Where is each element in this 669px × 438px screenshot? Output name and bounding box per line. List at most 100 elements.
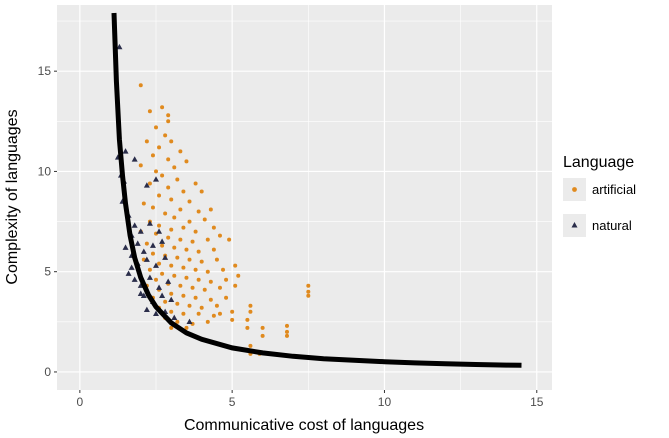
point-natural bbox=[159, 238, 166, 244]
point-artificial bbox=[260, 325, 265, 330]
point-artificial bbox=[284, 323, 289, 328]
point-natural bbox=[153, 176, 159, 182]
point-natural bbox=[137, 290, 144, 296]
legend-key-natural bbox=[571, 222, 578, 228]
point-artificial bbox=[169, 197, 174, 202]
point-artificial bbox=[172, 215, 177, 220]
point-artificial bbox=[205, 319, 210, 324]
point-natural bbox=[125, 270, 132, 276]
point-natural bbox=[149, 242, 156, 248]
point-natural bbox=[140, 292, 147, 298]
point-artificial bbox=[178, 207, 183, 212]
point-artificial bbox=[157, 261, 162, 266]
point-artificial bbox=[138, 83, 143, 88]
point-artificial bbox=[154, 277, 158, 282]
point-artificial bbox=[230, 317, 235, 322]
point-artificial bbox=[248, 309, 253, 314]
point-natural bbox=[116, 43, 123, 50]
point-artificial bbox=[208, 297, 213, 302]
point-artificial bbox=[248, 343, 253, 348]
point-natural bbox=[134, 240, 141, 246]
point-artificial bbox=[208, 279, 213, 284]
point-artificial bbox=[184, 275, 189, 280]
point-artificial bbox=[172, 245, 177, 250]
legend: Language artificial natural bbox=[563, 154, 636, 237]
point-artificial bbox=[184, 159, 189, 164]
point-artificial bbox=[187, 257, 192, 262]
point-artificial bbox=[150, 205, 155, 210]
point-artificial bbox=[233, 283, 238, 288]
artificial-points bbox=[138, 83, 311, 356]
x-axis-title: Communicative cost of languages bbox=[184, 417, 424, 434]
point-artificial bbox=[175, 301, 180, 306]
point-artificial bbox=[169, 309, 174, 314]
point-natural bbox=[122, 148, 129, 154]
point-artificial bbox=[193, 229, 198, 234]
point-artificial bbox=[196, 209, 201, 214]
x-tick-label: 15 bbox=[530, 395, 544, 409]
point-artificial bbox=[224, 295, 229, 300]
natural-points bbox=[114, 43, 193, 325]
point-artificial bbox=[199, 189, 204, 194]
point-artificial bbox=[181, 293, 186, 298]
x-tick-label: 10 bbox=[378, 395, 392, 409]
point-natural bbox=[156, 228, 163, 234]
point-natural bbox=[146, 274, 153, 280]
major-gridlines bbox=[57, 5, 552, 390]
point-artificial bbox=[190, 285, 195, 290]
y-axis: 0 5 10 15 bbox=[38, 64, 57, 379]
point-artificial bbox=[157, 145, 162, 150]
point-artificial bbox=[306, 293, 311, 298]
point-artificial bbox=[211, 247, 216, 252]
point-artificial bbox=[147, 181, 152, 186]
point-artificial bbox=[184, 247, 189, 252]
point-artificial bbox=[193, 267, 198, 272]
point-artificial bbox=[144, 139, 149, 144]
point-artificial bbox=[175, 255, 180, 260]
point-artificial bbox=[217, 311, 222, 316]
point-artificial bbox=[248, 303, 253, 308]
point-artificial bbox=[160, 105, 165, 110]
point-artificial bbox=[175, 177, 180, 182]
point-artificial bbox=[221, 267, 226, 272]
point-artificial bbox=[178, 283, 183, 288]
point-natural bbox=[186, 318, 193, 325]
point-artificial bbox=[211, 225, 216, 230]
point-artificial bbox=[217, 233, 222, 238]
point-natural bbox=[168, 296, 175, 302]
point-natural bbox=[146, 220, 153, 226]
point-artificial bbox=[217, 285, 222, 290]
point-artificial bbox=[205, 269, 210, 274]
point-natural bbox=[153, 262, 159, 268]
point-artificial bbox=[211, 313, 216, 318]
y-tick-label: 15 bbox=[38, 64, 52, 78]
point-natural bbox=[162, 254, 169, 260]
point-artificial bbox=[196, 311, 201, 316]
point-artificial bbox=[150, 153, 155, 158]
point-artificial bbox=[245, 317, 250, 322]
x-tick-label: 5 bbox=[229, 395, 236, 409]
point-artificial bbox=[147, 267, 152, 272]
panel-background bbox=[57, 5, 552, 390]
point-artificial bbox=[214, 257, 219, 262]
y-axis-title: Complexity of languages bbox=[4, 109, 21, 284]
point-natural bbox=[156, 284, 163, 290]
point-artificial bbox=[166, 119, 171, 124]
y-tick-label: 10 bbox=[38, 164, 52, 178]
point-artificial bbox=[178, 149, 183, 154]
point-natural bbox=[131, 156, 138, 162]
point-artificial bbox=[154, 169, 158, 174]
point-artificial bbox=[245, 325, 250, 330]
point-artificial bbox=[199, 305, 204, 310]
point-artificial bbox=[175, 319, 180, 324]
point-artificial bbox=[150, 251, 155, 256]
point-artificial bbox=[199, 259, 204, 264]
point-artificial bbox=[202, 217, 207, 222]
point-artificial bbox=[163, 211, 168, 216]
point-natural bbox=[137, 228, 144, 234]
point-artificial bbox=[306, 283, 311, 288]
point-artificial bbox=[227, 237, 232, 242]
point-natural bbox=[131, 222, 138, 228]
point-artificial bbox=[284, 333, 289, 338]
